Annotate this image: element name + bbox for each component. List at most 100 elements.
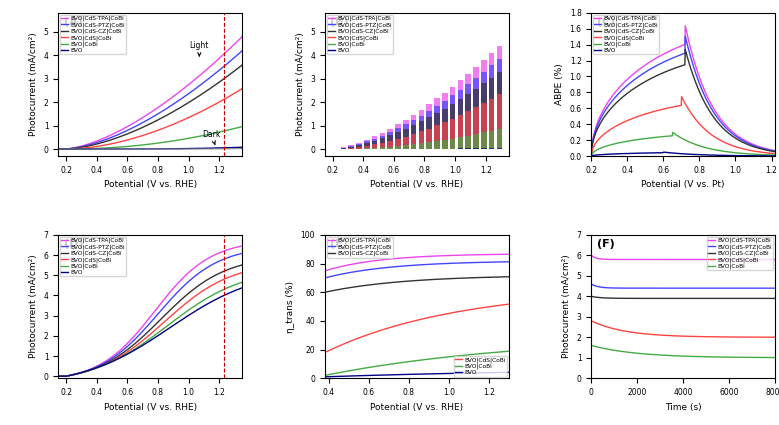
Bar xyxy=(434,113,440,149)
Bar xyxy=(442,101,448,149)
Bar xyxy=(387,136,393,149)
Bar xyxy=(418,110,425,149)
Bar xyxy=(411,125,417,149)
Bar xyxy=(489,99,495,149)
Bar xyxy=(379,136,386,149)
X-axis label: Potential (V vs. RHE): Potential (V vs. RHE) xyxy=(370,180,464,190)
Bar xyxy=(489,65,495,149)
Bar xyxy=(481,60,487,149)
Y-axis label: Photocurrent (mA/cm²): Photocurrent (mA/cm²) xyxy=(562,255,571,358)
Bar xyxy=(473,67,479,149)
Y-axis label: ABPE (%): ABPE (%) xyxy=(555,64,564,105)
Bar xyxy=(489,53,495,149)
Bar xyxy=(372,141,377,149)
Bar xyxy=(411,144,417,149)
Bar xyxy=(418,122,425,149)
Bar xyxy=(387,147,393,149)
Y-axis label: Photocurrent (mA/cm²): Photocurrent (mA/cm²) xyxy=(30,33,38,136)
Bar xyxy=(457,90,464,149)
Bar xyxy=(473,134,479,149)
Bar xyxy=(387,132,393,149)
Bar xyxy=(372,136,377,149)
Bar xyxy=(473,78,479,149)
Bar xyxy=(411,120,417,149)
Bar xyxy=(403,129,409,149)
Bar xyxy=(449,95,456,149)
Bar xyxy=(348,145,354,149)
Bar xyxy=(340,147,346,149)
Bar xyxy=(379,138,386,149)
Bar xyxy=(364,142,369,149)
Bar xyxy=(497,59,502,149)
X-axis label: Time (s): Time (s) xyxy=(665,402,702,411)
Text: (D): (D) xyxy=(64,239,83,249)
Bar xyxy=(411,134,417,149)
Bar xyxy=(364,143,369,149)
Bar xyxy=(489,78,495,149)
Bar xyxy=(497,45,502,149)
Bar xyxy=(489,131,495,149)
Bar xyxy=(465,136,471,149)
Bar xyxy=(395,146,401,149)
Bar xyxy=(340,147,346,149)
Bar xyxy=(449,139,456,149)
Bar xyxy=(442,109,448,149)
Bar xyxy=(465,74,471,149)
Y-axis label: η_trans (%): η_trans (%) xyxy=(286,280,295,333)
Bar xyxy=(481,103,487,149)
Bar xyxy=(356,144,361,149)
Bar xyxy=(418,131,425,149)
Bar xyxy=(387,141,393,149)
Text: (F): (F) xyxy=(597,239,615,249)
Bar xyxy=(449,104,456,149)
Bar xyxy=(403,136,409,149)
Bar xyxy=(426,111,432,149)
Bar xyxy=(426,104,432,149)
Bar xyxy=(372,144,377,149)
Bar xyxy=(356,145,361,149)
Bar xyxy=(489,148,495,149)
Bar xyxy=(497,72,502,149)
X-axis label: Potential (V vs. RHE): Potential (V vs. RHE) xyxy=(104,402,197,411)
Y-axis label: Photocurrent (mA/cm²): Photocurrent (mA/cm²) xyxy=(296,33,305,136)
Bar xyxy=(387,129,393,149)
Bar xyxy=(372,139,377,149)
Text: (A): (A) xyxy=(64,17,83,27)
Bar xyxy=(434,99,440,149)
Bar xyxy=(426,128,432,149)
Bar xyxy=(372,148,377,149)
Bar xyxy=(457,115,464,149)
Legend: BVO|CdS-TPA|CoBi, BVO|CdS-PTZ|CoBi, BVO|CdS-CZ|CoBi, BVO|CdS|CoBi, BVO|CoBi, BVO: BVO|CdS-TPA|CoBi, BVO|CdS-PTZ|CoBi, BVO|… xyxy=(60,14,126,54)
Text: (C): (C) xyxy=(597,17,615,27)
Bar xyxy=(364,148,369,149)
Bar xyxy=(457,99,464,149)
Bar xyxy=(457,80,464,149)
Bar xyxy=(426,142,432,149)
Bar xyxy=(442,93,448,149)
X-axis label: Potential (V vs. RHE): Potential (V vs. RHE) xyxy=(370,402,464,411)
Bar xyxy=(356,147,361,149)
Bar xyxy=(481,83,487,149)
Legend: BVO|CdS-TPA|CoBi, BVO|CdS-PTZ|CoBi, BVO|CdS-CZ|CoBi, BVO|CdS|CoBi, BVO|CoBi, BVO: BVO|CdS-TPA|CoBi, BVO|CdS-PTZ|CoBi, BVO|… xyxy=(326,14,393,54)
Bar xyxy=(434,125,440,149)
Text: Light: Light xyxy=(189,41,209,56)
Bar xyxy=(442,140,448,149)
Bar xyxy=(434,106,440,149)
Bar xyxy=(340,148,346,149)
Bar xyxy=(481,72,487,149)
Bar xyxy=(395,124,401,149)
Bar xyxy=(465,148,471,149)
Bar xyxy=(356,142,361,149)
Bar xyxy=(442,122,448,149)
Bar xyxy=(426,117,432,149)
Bar xyxy=(497,94,502,149)
Legend: BVO|CdS-TPA|CoBi, BVO|CdS-PTZ|CoBi, BVO|CdS-CZ|CoBi, BVO|CdS|CoBi, BVO|CoBi: BVO|CdS-TPA|CoBi, BVO|CdS-PTZ|CoBi, BVO|… xyxy=(707,237,774,270)
Bar xyxy=(379,147,386,149)
Bar xyxy=(481,148,487,149)
Bar xyxy=(465,111,471,149)
Bar xyxy=(379,143,386,149)
Text: (B): (B) xyxy=(330,17,349,27)
Bar xyxy=(465,84,471,149)
X-axis label: Potential (V vs. RHE): Potential (V vs. RHE) xyxy=(104,180,197,190)
Bar xyxy=(418,116,425,149)
